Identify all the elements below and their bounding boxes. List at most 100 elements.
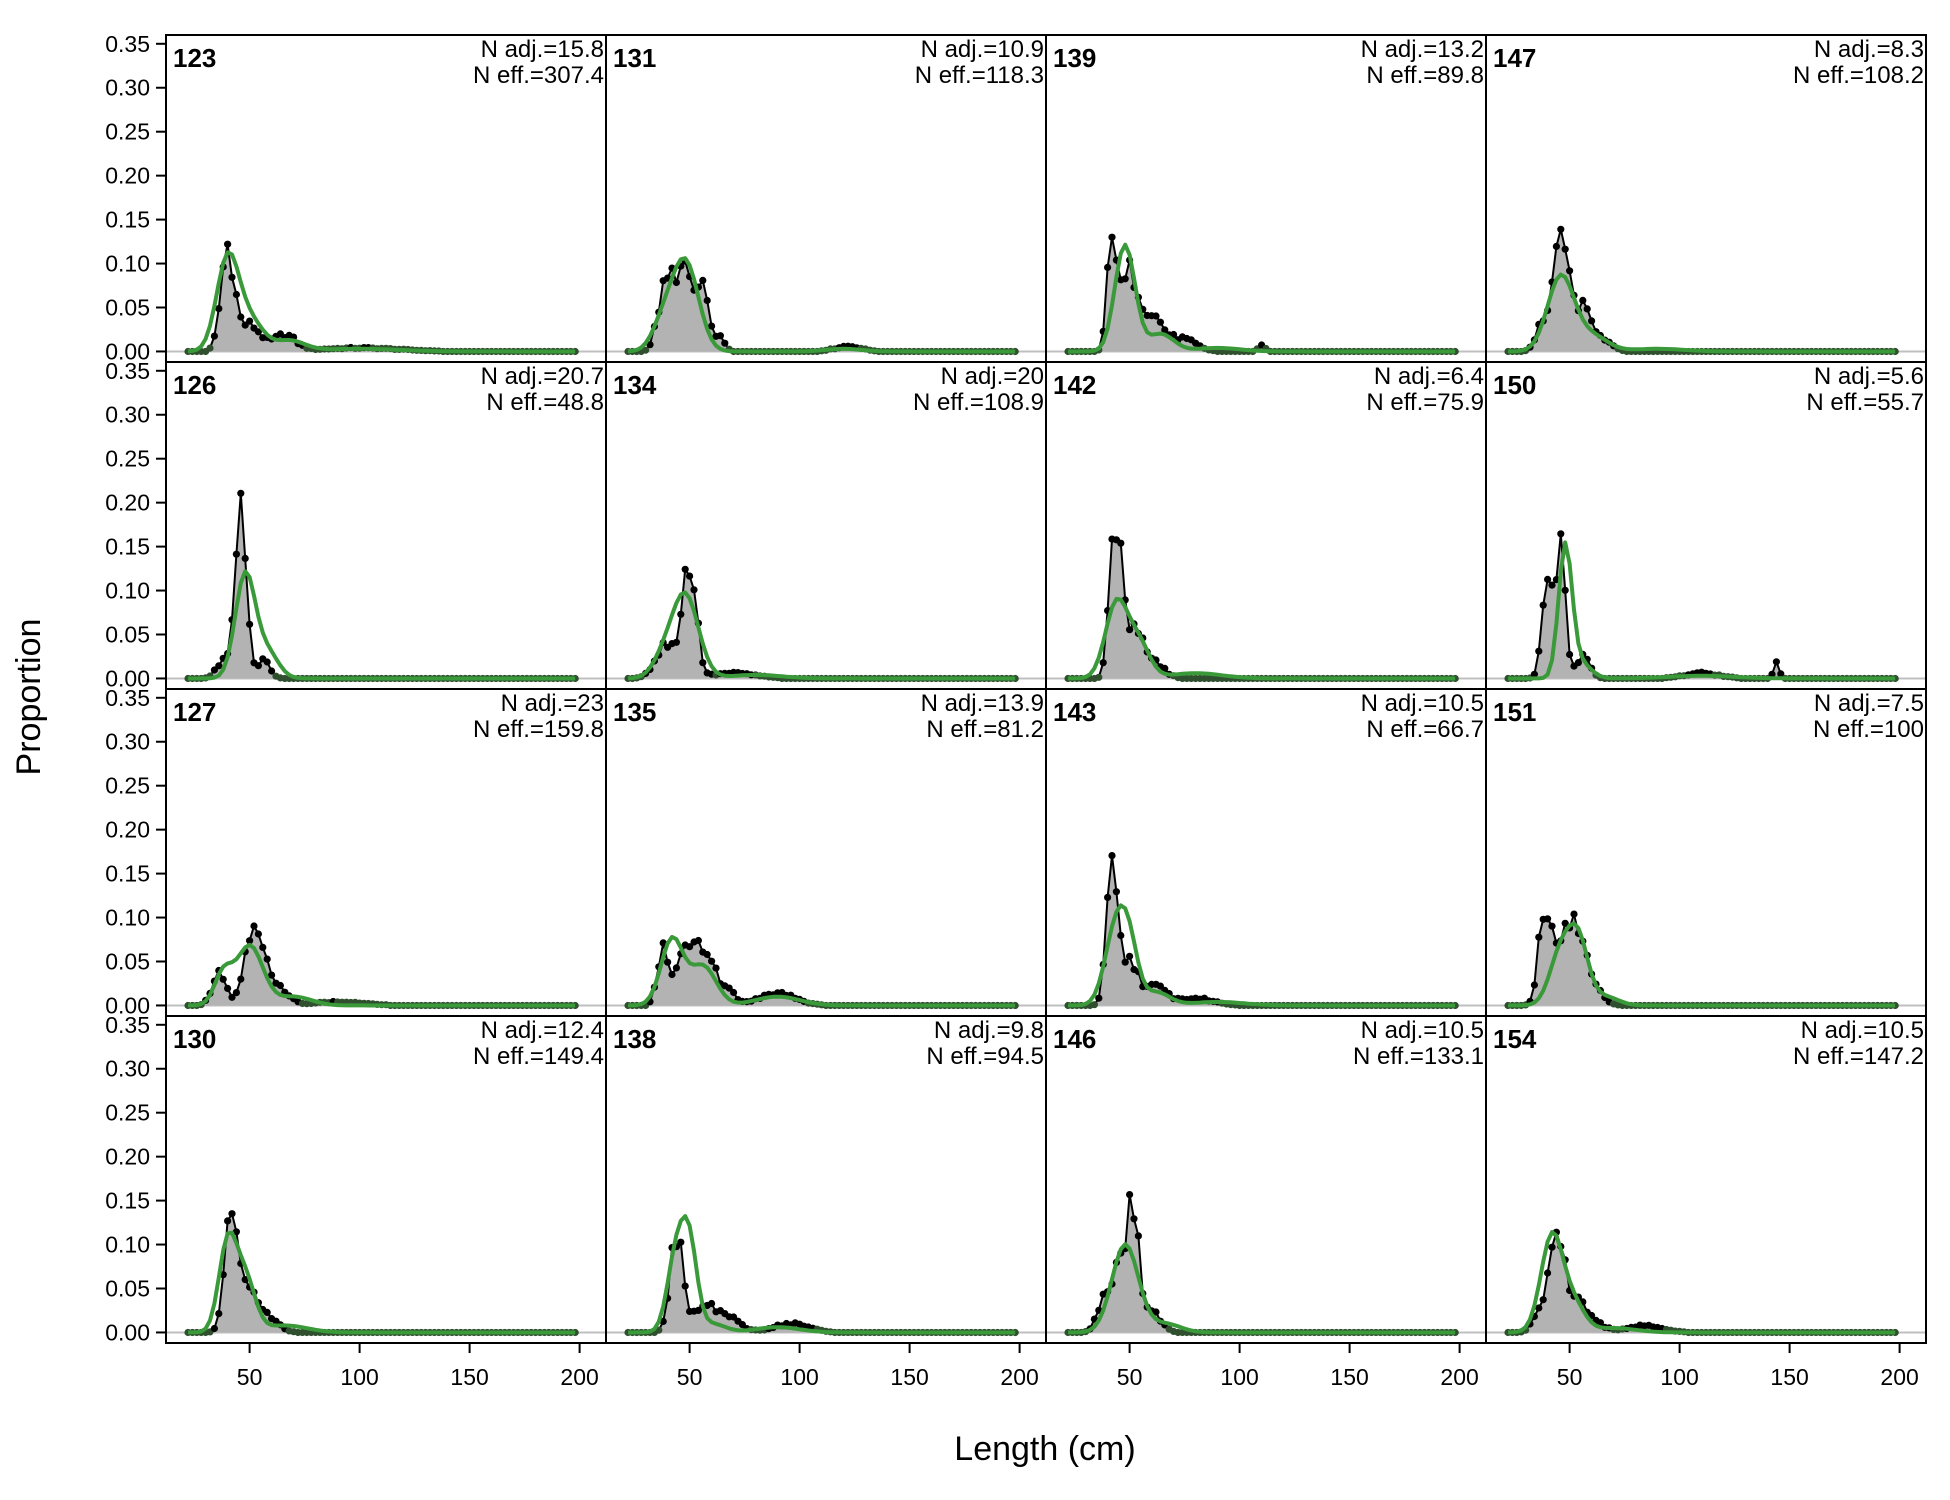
y-tick-label: 0.15 (105, 207, 150, 233)
panel-154: 154 N adj.=10.5N eff.=147.2 (1485, 1015, 1927, 1344)
observed-area (188, 1213, 576, 1333)
observed-point (232, 290, 240, 299)
panel-label: 147 (1493, 43, 1536, 73)
observed-point (1548, 1243, 1556, 1251)
observed-point (703, 296, 711, 305)
x-tick-label: 200 (1880, 1364, 1918, 1390)
y-tick-label: 0.30 (105, 1056, 150, 1082)
x-tick-label: 200 (1440, 1364, 1478, 1390)
observed-point (228, 1210, 236, 1218)
panel-label: 130 (173, 1024, 216, 1054)
observed-point (246, 620, 254, 628)
observed-area (1068, 855, 1456, 1006)
x-axis-col-2: 50 100 150 200 (677, 1343, 1039, 1390)
x-axis-col-1: 50 100 150 200 (237, 1343, 599, 1390)
axes: 0.000.050.100.150.200.250.300.350.000.05… (105, 31, 1919, 1390)
observed-point (241, 1276, 249, 1284)
panel-grid: 123 N adj.=15.8N eff.=307.4 131 N adj.=10.9… (165, 34, 1927, 1344)
observed-point (677, 1238, 685, 1246)
observed-point (215, 1310, 223, 1318)
panel-123: 123 N adj.=15.8N eff.=307.4 (165, 34, 607, 363)
observed-point (241, 554, 249, 563)
n-eff-label: N eff.=94.5 (926, 1043, 1044, 1070)
y-tick-label: 0.10 (105, 578, 150, 604)
observed-point (1104, 263, 1112, 271)
y-axis-row-1: 0.00 0.05 0.10 0.15 0.20 0.25 0.30 0.35 (105, 31, 166, 364)
observed-point (1126, 952, 1134, 960)
observed-point (259, 943, 267, 952)
y-axis-row-4: 0.00 0.05 0.10 0.15 0.20 0.25 0.30 0.35 (105, 1012, 166, 1345)
observed-point (1152, 1308, 1160, 1316)
panel-126: 126 N adj.=20.7N eff.=48.8 (165, 361, 607, 690)
observed-point (232, 1228, 240, 1236)
y-tick-label: 0.20 (105, 817, 150, 843)
expected-line (188, 569, 576, 681)
n-adj-label: N adj.=10.5 (1801, 1017, 1924, 1044)
observed-point (686, 943, 694, 951)
panel-143: 143 N adj.=10.5N eff.=66.7 (1045, 688, 1487, 1017)
n-adj-label: N adj.=9.8 (934, 1017, 1044, 1044)
observed-point (1539, 1296, 1547, 1304)
observed-point (232, 989, 240, 997)
observed-point (730, 988, 738, 997)
x-tick-label: 100 (340, 1364, 378, 1390)
y-tick-label: 0.35 (105, 1012, 150, 1038)
panel-134: 134 N adj.=20N eff.=108.9 (605, 361, 1047, 690)
observed-point (1561, 919, 1569, 927)
observed-area (628, 261, 1016, 352)
observed-point (224, 240, 232, 248)
n-eff-label: N eff.=48.8 (486, 389, 604, 416)
n-eff-label: N eff.=108.9 (913, 389, 1044, 416)
y-tick-label: 0.00 (105, 665, 150, 691)
observed-point (219, 975, 227, 983)
panel-frame (1485, 1015, 1927, 1344)
observed-point (668, 970, 676, 979)
observed-area (628, 940, 1016, 1006)
observed-point (210, 332, 218, 340)
n-adj-label: N adj.=10.5 (1361, 690, 1484, 717)
observed-area (628, 569, 1016, 679)
y-tick-label: 0.05 (105, 295, 150, 321)
y-tick-label: 0.10 (105, 251, 150, 277)
observed-point (1552, 242, 1560, 250)
observed-point (1583, 305, 1591, 313)
observed-point (642, 346, 650, 354)
observed-point (1108, 233, 1116, 241)
observed-point (1535, 1304, 1543, 1312)
y-tick-label: 0.00 (105, 1319, 150, 1345)
observed-point (1566, 267, 1574, 275)
observed-area (1508, 1232, 1896, 1333)
observed-point (254, 328, 262, 336)
expected-line (1068, 1242, 1456, 1335)
panel-label: 138 (613, 1024, 656, 1054)
panel-131: 131 N adj.=10.9N eff.=118.3 (605, 34, 1047, 363)
observed-point (672, 964, 681, 972)
observed-point (708, 957, 716, 965)
observed-point (725, 984, 733, 992)
y-tick-label: 0.15 (105, 534, 150, 560)
y-tick-label: 0.25 (105, 119, 150, 145)
n-adj-label: N adj.=13.2 (1361, 36, 1484, 63)
observed-point (1126, 626, 1134, 634)
expected-line (1507, 1230, 1896, 1335)
x-tick-label: 150 (890, 1364, 928, 1390)
observed-area (188, 926, 576, 1006)
observed-area (1508, 533, 1896, 679)
n-eff-label: N eff.=133.1 (1353, 1043, 1484, 1070)
observed-point (1557, 530, 1565, 538)
y-tick-label: 0.00 (105, 338, 150, 364)
observed-point (721, 339, 729, 347)
observed-point (210, 1324, 218, 1333)
n-adj-label: N adj.=5.6 (1814, 363, 1924, 390)
observed-point (1095, 994, 1103, 1002)
y-tick-label: 0.35 (105, 31, 150, 57)
panel-130: 130 N adj.=12.4N eff.=149.4 (165, 1015, 607, 1344)
observed-point (237, 489, 245, 497)
observed-point (215, 305, 223, 313)
n-adj-label: N adj.=13.9 (921, 690, 1044, 717)
observed-point (1548, 581, 1556, 589)
observed-point (1539, 601, 1547, 609)
observed-point (1566, 650, 1574, 659)
y-axis-title: Proportion (10, 619, 48, 776)
